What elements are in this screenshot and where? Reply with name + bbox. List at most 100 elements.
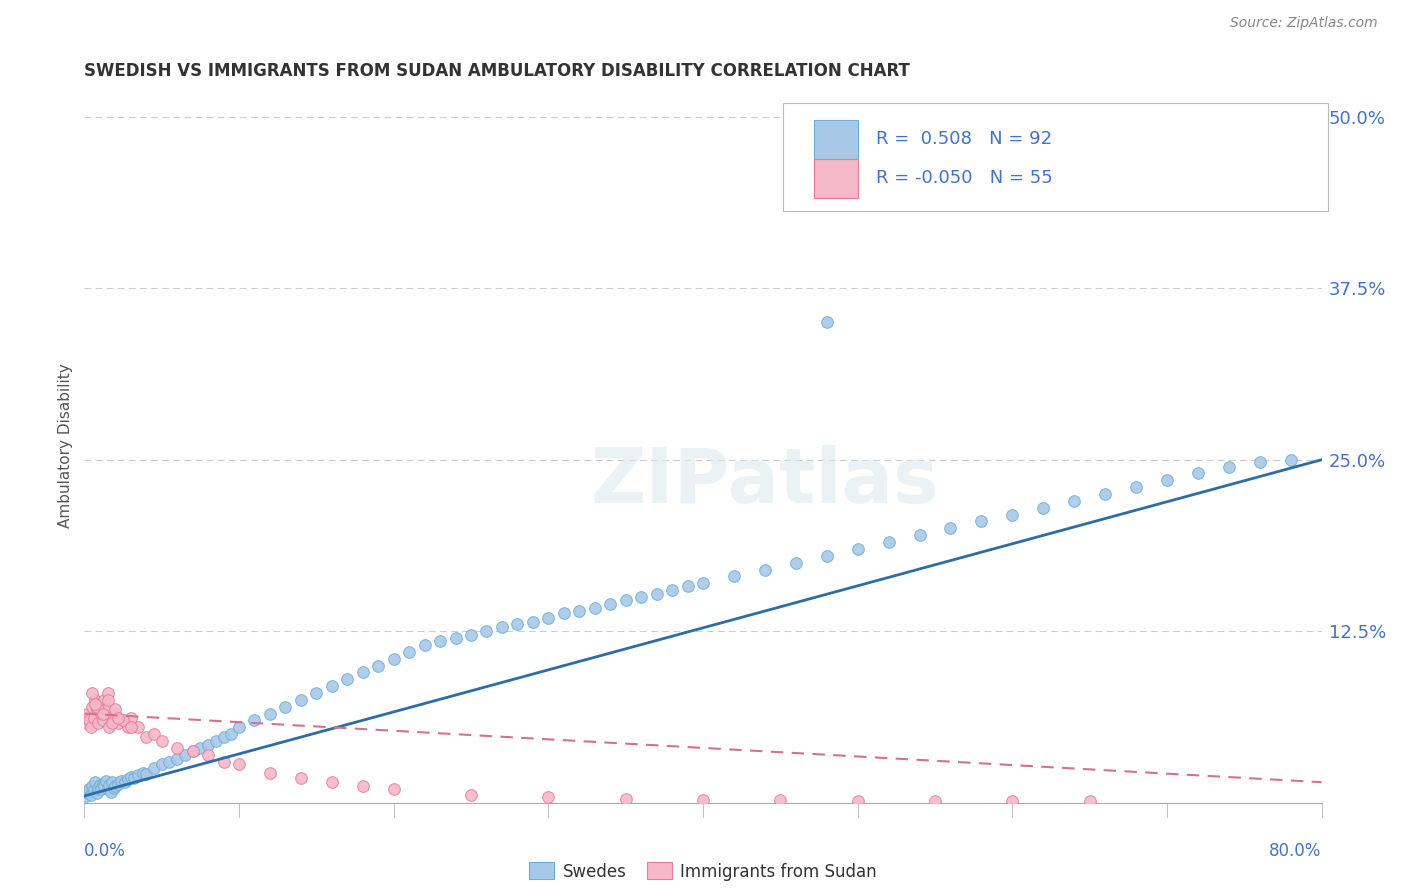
Point — [1001, 508, 1024, 522]
Point — [769, 793, 792, 807]
Point — [117, 772, 139, 787]
Point — [96, 693, 118, 707]
Point — [877, 535, 900, 549]
Point — [661, 583, 683, 598]
Point — [460, 628, 482, 642]
Point — [723, 569, 745, 583]
Point — [86, 786, 108, 800]
FancyBboxPatch shape — [783, 103, 1327, 211]
Legend: Swedes, Immigrants from Sudan: Swedes, Immigrants from Sudan — [523, 855, 883, 888]
Point — [77, 714, 100, 728]
Point — [367, 658, 389, 673]
Point — [970, 515, 993, 529]
Point — [290, 693, 312, 707]
Point — [100, 785, 122, 799]
Point — [79, 720, 101, 734]
Point — [537, 610, 560, 624]
Bar — [814, 120, 858, 159]
Point — [132, 765, 155, 780]
Point — [846, 794, 869, 808]
Point — [82, 780, 104, 794]
Point — [645, 587, 668, 601]
Point — [1063, 494, 1085, 508]
Point — [77, 782, 100, 797]
Text: R = -0.050   N = 55: R = -0.050 N = 55 — [876, 169, 1053, 187]
Point — [101, 711, 124, 725]
Point — [568, 604, 591, 618]
Point — [104, 706, 127, 721]
Point — [84, 775, 107, 789]
Text: 0.0%: 0.0% — [84, 842, 127, 860]
Point — [321, 679, 343, 693]
Point — [101, 716, 124, 731]
Point — [79, 788, 101, 802]
Point — [352, 665, 374, 680]
Point — [135, 730, 157, 744]
Point — [537, 790, 560, 805]
Point — [228, 757, 250, 772]
Point — [90, 706, 112, 721]
Point — [143, 762, 166, 776]
Point — [91, 776, 114, 790]
Point — [382, 782, 405, 797]
Point — [491, 620, 513, 634]
Point — [112, 714, 135, 728]
Bar — [814, 159, 858, 198]
Point — [815, 316, 838, 330]
Point — [89, 697, 111, 711]
Point — [212, 755, 235, 769]
Point — [103, 780, 125, 795]
Point — [127, 768, 149, 782]
Point — [98, 778, 121, 792]
Point — [599, 597, 621, 611]
Point — [83, 711, 105, 725]
Point — [96, 686, 118, 700]
Point — [676, 579, 699, 593]
Point — [1218, 459, 1240, 474]
Point — [908, 528, 931, 542]
Point — [583, 601, 606, 615]
Point — [1187, 467, 1209, 481]
Point — [104, 702, 127, 716]
Point — [924, 794, 946, 808]
Point — [150, 757, 173, 772]
Point — [122, 771, 145, 785]
Point — [84, 697, 107, 711]
Point — [174, 747, 197, 762]
Point — [259, 706, 281, 721]
Point — [553, 607, 575, 621]
Point — [205, 734, 228, 748]
Point — [1032, 500, 1054, 515]
Y-axis label: Ambulatory Disability: Ambulatory Disability — [58, 364, 73, 528]
Point — [120, 720, 142, 734]
Point — [120, 770, 142, 784]
Point — [754, 562, 776, 576]
Point — [228, 720, 250, 734]
Point — [107, 711, 129, 725]
Point — [127, 720, 149, 734]
Point — [614, 592, 637, 607]
Point — [939, 521, 962, 535]
Point — [398, 645, 420, 659]
Point — [1125, 480, 1147, 494]
Point — [91, 706, 114, 721]
Point — [274, 699, 297, 714]
Point — [159, 755, 180, 769]
Point — [112, 714, 135, 728]
Point — [87, 780, 110, 795]
Point — [117, 720, 139, 734]
Point — [243, 714, 266, 728]
Point — [1001, 794, 1024, 808]
Point — [197, 747, 219, 762]
Point — [352, 780, 374, 794]
Point — [630, 590, 652, 604]
Point — [96, 782, 118, 797]
Point — [382, 651, 405, 665]
Point — [107, 776, 129, 790]
Point — [290, 771, 312, 785]
Point — [89, 778, 111, 792]
Point — [614, 791, 637, 805]
Point — [114, 775, 136, 789]
Point — [91, 714, 114, 728]
Point — [522, 615, 544, 629]
